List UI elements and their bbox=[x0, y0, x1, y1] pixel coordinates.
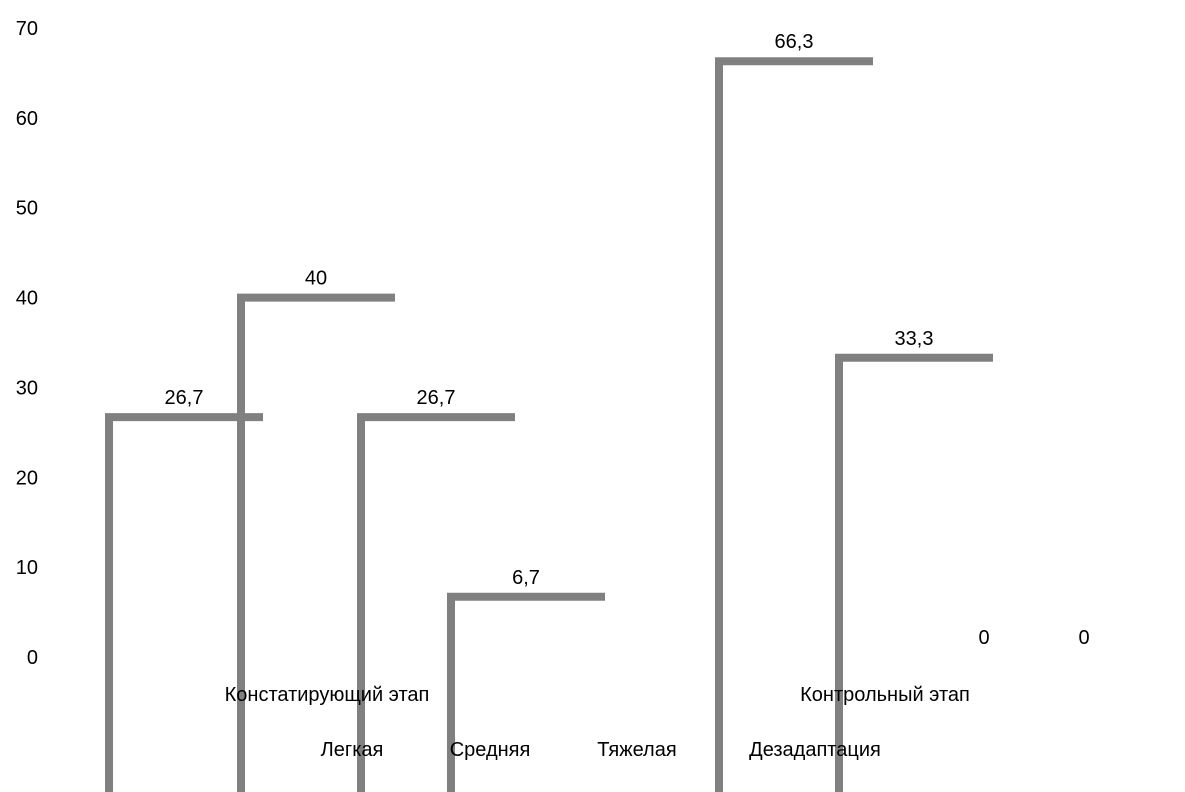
y-tick-label: 0 bbox=[27, 647, 38, 669]
data-label: 40 bbox=[305, 268, 327, 290]
bar bbox=[715, 57, 873, 792]
bar bbox=[447, 592, 605, 792]
y-tick-label: 40 bbox=[16, 288, 38, 310]
data-label: 6,7 bbox=[512, 567, 540, 589]
y-axis-ticks: 0 10 20 30 40 50 60 70 bbox=[16, 18, 38, 669]
bar bbox=[105, 413, 263, 792]
bar bbox=[835, 353, 993, 792]
category-labels: Констатирующий этап Контрольный этап bbox=[225, 684, 970, 706]
category-label: Контрольный этап bbox=[800, 684, 970, 706]
data-label: 33,3 bbox=[895, 328, 934, 350]
data-label: 26,7 bbox=[417, 387, 456, 409]
y-tick-label: 30 bbox=[16, 377, 38, 399]
data-labels: 26,7 40 26,7 6,7 66,3 33,3 0 0 bbox=[165, 31, 1090, 649]
y-tick-label: 60 bbox=[16, 108, 38, 130]
legend-entry: Средняя bbox=[450, 739, 531, 761]
legend: Легкая Средняя Тяжелая Дезадаптация bbox=[321, 739, 881, 761]
bars bbox=[105, 57, 993, 792]
category-label: Констатирующий этап bbox=[225, 684, 430, 706]
y-tick-label: 20 bbox=[16, 467, 38, 489]
data-label: 0 bbox=[1078, 627, 1089, 649]
y-tick-label: 50 bbox=[16, 198, 38, 220]
bar bbox=[237, 293, 395, 792]
y-tick-label: 70 bbox=[16, 18, 38, 40]
data-label: 66,3 bbox=[775, 31, 814, 53]
data-label: 0 bbox=[978, 627, 989, 649]
legend-entry: Легкая bbox=[321, 739, 384, 761]
legend-entry: Дезадаптация bbox=[749, 739, 881, 761]
y-tick-label: 10 bbox=[16, 557, 38, 579]
bar bbox=[357, 413, 515, 792]
legend-entry: Тяжелая bbox=[597, 739, 676, 761]
data-label: 26,7 bbox=[165, 387, 204, 409]
